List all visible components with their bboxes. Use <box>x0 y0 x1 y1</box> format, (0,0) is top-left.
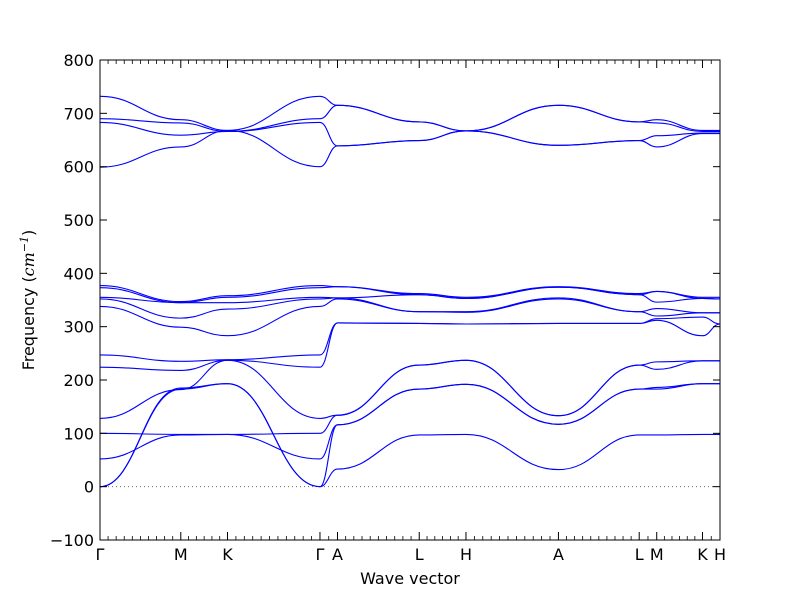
x-axis-label: Wave vector <box>360 569 460 588</box>
y-axis-label-exponent: −1 <box>18 236 31 252</box>
y-tick-label: 400 <box>63 264 94 283</box>
x-tick-label: M <box>174 545 188 564</box>
x-tick-label: K <box>222 545 233 564</box>
y-tick-label: 0 <box>84 478 94 497</box>
y-tick-label: 200 <box>63 371 94 390</box>
y-axis-label-close: ) <box>19 230 38 236</box>
y-tick-label: 300 <box>63 318 94 337</box>
x-tick-label: Γ <box>96 545 105 564</box>
x-tick-label: H <box>714 545 726 564</box>
y-axis-label-unit: cm <box>19 252 38 276</box>
phonon-band-16 <box>99 95 720 132</box>
x-tick-label: L <box>635 545 644 564</box>
y-tick-label: 800 <box>63 51 94 70</box>
y-tick-label: 500 <box>63 211 94 230</box>
y-tick-label: 700 <box>63 104 94 123</box>
x-tick-label: H <box>460 545 472 564</box>
y-axis-label-text: Frequency ( <box>19 276 38 370</box>
x-tick-label: M <box>650 545 664 564</box>
x-tick-label: Γ <box>316 545 325 564</box>
phonon-band-12 <box>99 285 720 303</box>
x-tick-label: A <box>332 545 343 564</box>
y-tick-label: 100 <box>63 424 94 443</box>
x-tick-label: K <box>697 545 708 564</box>
y-axis-ticks: −100 0 100 200 300 400 500 600 700 800 <box>50 51 720 550</box>
phonon-band-9 <box>99 297 720 319</box>
plot-area <box>99 95 721 488</box>
y-tick-label: 600 <box>63 158 94 177</box>
x-tick-label: A <box>553 545 564 564</box>
y-tick-label: −100 <box>50 531 94 550</box>
y-axis-label: Frequency (cm−1) <box>18 230 39 371</box>
plot-frame <box>99 59 721 541</box>
phonon-band-5 <box>99 359 720 419</box>
phonon-band-7 <box>99 316 721 362</box>
x-tick-label: L <box>415 545 424 564</box>
